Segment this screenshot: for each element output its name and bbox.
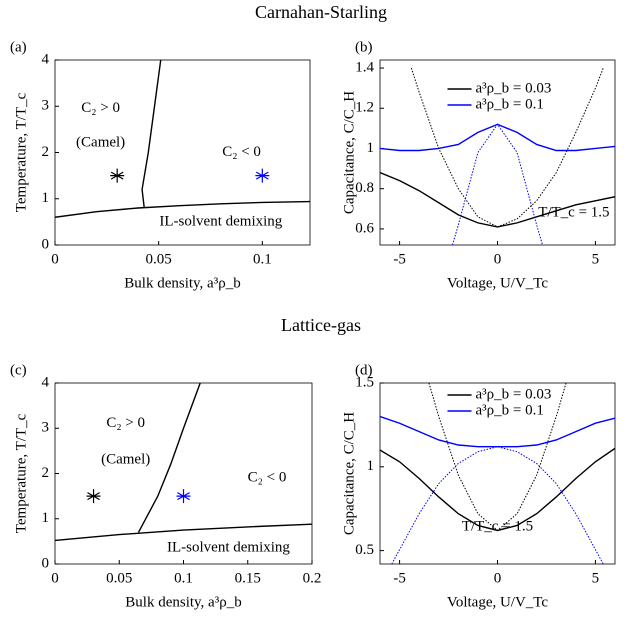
x-axis-label: Bulk density, a³ρ_b [124,275,240,291]
x-axis-label: Voltage, U/V_Tc [447,594,548,610]
data-line [55,200,310,218]
plot-area [55,60,310,218]
y-tick-label: 1 [42,510,50,526]
x-tick-label: 0 [51,570,59,586]
y-tick-label: 4 [42,374,50,390]
legend-label: a³ρ_b = 0.1 [476,96,544,112]
x-tick-label: -5 [393,570,406,586]
x-tick-label: 0.15 [235,570,261,586]
x-axis-label: Bulk density, a³ρ_b [125,594,241,610]
y-tick-label: 1 [42,190,50,206]
x-tick-label: 0.05 [106,570,132,586]
data-line [380,415,615,448]
y-tick-label: 1 [367,458,375,474]
x-tick-label: 0.1 [253,251,272,267]
annotation: C₂ > 0 [81,100,120,116]
asterisk-marker [110,168,125,183]
y-axis-label: Temperature, T/T_c [13,92,29,212]
y-tick-label: 3 [42,98,50,114]
panel-label: (c) [10,362,27,378]
x-tick-label: 0.2 [303,570,322,586]
y-tick-label: 4 [42,51,50,67]
x-tick-label: 0.05 [146,251,172,267]
x-tick-label: 5 [592,251,600,267]
x-tick-label: -5 [393,251,406,267]
data-line [137,383,201,533]
legend-label: a³ρ_b = 0.03 [476,80,552,96]
annotation: IL-solvent demixing [167,540,290,556]
legend-label: a³ρ_b = 0.1 [476,402,544,418]
annotation: C₂ < 0 [248,469,287,485]
panel-label: (d) [355,362,373,378]
asterisk-marker [86,489,101,504]
y-axis-label: Temperature, T/T_c [13,413,29,533]
y-tick-label: 0.5 [355,542,374,558]
asterisk-marker [176,489,191,504]
annotation: C₂ < 0 [222,144,261,160]
y-tick-label: 0 [42,236,50,252]
data-line [410,67,604,228]
data-line [55,523,312,542]
asterisk-marker [255,168,270,183]
x-tick-label: 0 [494,570,502,586]
y-tick-label: 1 [367,140,375,156]
plot-area [55,383,312,542]
annotation: T/T_c = 1.5 [538,204,609,220]
y-tick-label: 1.5 [355,374,374,390]
x-tick-label: 0 [51,251,59,267]
y-axis-label: Capacitance, C/C_H [341,91,357,214]
y-tick-label: 0.6 [355,220,374,236]
panel-label: (a) [10,39,27,55]
x-axis-label: Voltage, U/V_Tc [447,275,548,291]
y-tick-label: 3 [42,420,50,436]
y-axis-label: Capacitance, C/C_H [341,412,357,535]
x-tick-label: 0.1 [174,570,193,586]
legend-label: a³ρ_b = 0.03 [476,386,552,402]
y-tick-label: 0.8 [355,180,374,196]
x-tick-label: 0 [494,251,502,267]
y-tick-label: 0 [42,555,50,571]
annotation: C₂ > 0 [106,415,145,431]
plot-area [380,67,615,245]
annotation: IL-solvent demixing [159,213,282,229]
y-tick-label: 1.4 [355,59,374,75]
x-tick-label: 5 [592,570,600,586]
panel-label: (b) [355,39,373,55]
data-line [428,383,567,532]
section-title: Carnahan-Starling [255,2,387,22]
annotation: T/T_c = 1.5 [462,519,533,535]
annotation: (Camel) [101,451,150,467]
y-tick-label: 2 [42,144,50,160]
y-tick-label: 1.2 [355,100,374,116]
data-line [451,123,544,245]
data-line [380,123,615,152]
plot-area [380,383,615,564]
y-tick-label: 2 [42,465,50,481]
data-line [391,446,604,564]
data-line [141,60,162,208]
annotation: (Camel) [76,135,125,151]
section-title: Lattice-gas [281,315,361,335]
